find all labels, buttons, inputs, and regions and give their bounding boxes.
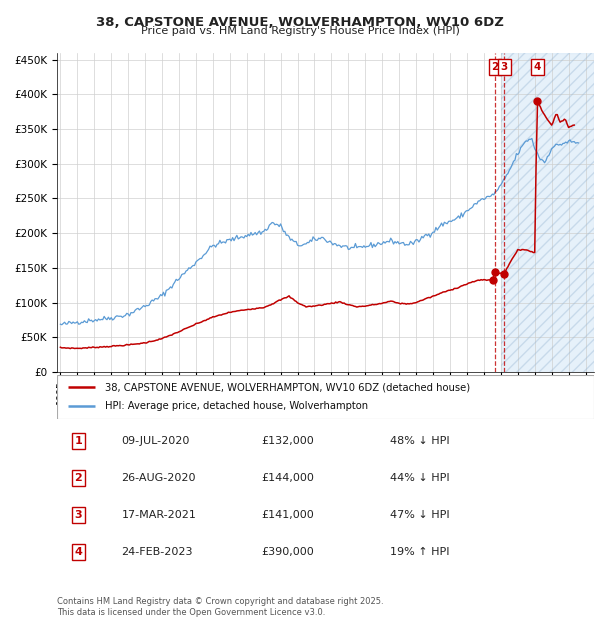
Text: Price paid vs. HM Land Registry's House Price Index (HPI): Price paid vs. HM Land Registry's House … [140,26,460,36]
Text: 48% ↓ HPI: 48% ↓ HPI [390,436,449,446]
Text: £390,000: £390,000 [261,547,314,557]
Text: 3: 3 [74,510,82,520]
Text: 38, CAPSTONE AVENUE, WOLVERHAMPTON, WV10 6DZ (detached house): 38, CAPSTONE AVENUE, WOLVERHAMPTON, WV10… [106,383,470,392]
Text: HPI: Average price, detached house, Wolverhampton: HPI: Average price, detached house, Wolv… [106,401,368,411]
Text: 2: 2 [74,473,82,483]
Text: 3: 3 [501,62,508,72]
Text: 24-FEB-2023: 24-FEB-2023 [121,547,193,557]
Text: 26-AUG-2020: 26-AUG-2020 [121,473,196,483]
Text: £132,000: £132,000 [261,436,314,446]
Text: £144,000: £144,000 [261,473,314,483]
Text: 2: 2 [491,62,499,72]
Bar [501,53,594,372]
Text: £141,000: £141,000 [261,510,314,520]
Bar [501,53,594,372]
Text: 47% ↓ HPI: 47% ↓ HPI [390,510,449,520]
Text: 09-JUL-2020: 09-JUL-2020 [121,436,190,446]
Text: 17-MAR-2021: 17-MAR-2021 [121,510,196,520]
Text: 1: 1 [74,436,82,446]
Text: 4: 4 [533,62,541,72]
Text: 38, CAPSTONE AVENUE, WOLVERHAMPTON, WV10 6DZ: 38, CAPSTONE AVENUE, WOLVERHAMPTON, WV10… [96,16,504,29]
Text: 44% ↓ HPI: 44% ↓ HPI [390,473,449,483]
Text: 4: 4 [74,547,82,557]
FancyBboxPatch shape [57,375,594,418]
Text: 19% ↑ HPI: 19% ↑ HPI [390,547,449,557]
Text: Contains HM Land Registry data © Crown copyright and database right 2025.
This d: Contains HM Land Registry data © Crown c… [57,598,383,617]
